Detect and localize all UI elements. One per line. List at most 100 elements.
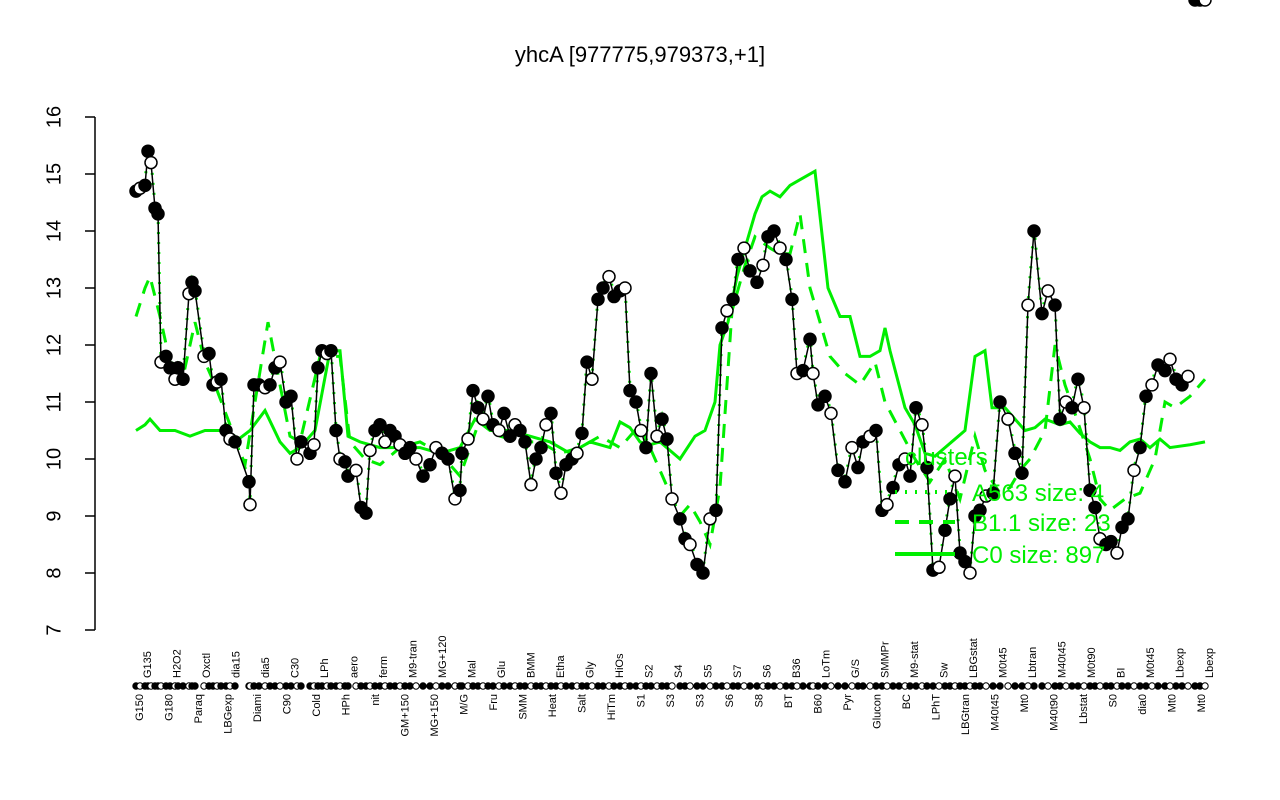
cluster-b1-line [134, 213, 1207, 550]
data-point [202, 346, 216, 361]
x-label-bottom: M/G [459, 694, 471, 715]
data-point [773, 241, 787, 255]
x-marker [1130, 682, 1138, 690]
data-point [1110, 546, 1124, 560]
x-marker [912, 682, 920, 690]
x-marker [588, 682, 596, 690]
x-marker [770, 682, 778, 690]
data-point [903, 469, 917, 483]
x-marker [799, 682, 807, 690]
x-label-top: LoTm [821, 650, 833, 678]
x-marker [976, 682, 984, 690]
x-marker [419, 682, 427, 690]
x-label-bottom: G150 [134, 694, 146, 721]
data-point [554, 486, 568, 500]
data-point [639, 440, 653, 455]
x-marker [1018, 682, 1026, 690]
data-point [720, 304, 734, 318]
x-marker [1148, 682, 1156, 690]
x-marker [883, 682, 891, 690]
data-point [845, 440, 859, 455]
data-point [497, 406, 511, 421]
x-marker [1201, 682, 1209, 690]
data-point [963, 566, 977, 580]
x-label-bottom: S6 [724, 694, 736, 707]
y-axis: 7 8 9 10 11 12 13 14 15 16 [43, 106, 96, 636]
data-point [1088, 500, 1102, 515]
legend-entry-b: B1.1 size: 23 [972, 510, 1111, 537]
x-label-bottom: BC [901, 694, 913, 709]
x-marker [929, 682, 937, 690]
x-marker [1166, 682, 1174, 690]
y-tick-label: 11 [43, 392, 65, 413]
data-point [629, 395, 643, 409]
x-marker [793, 682, 801, 690]
data-point [660, 432, 674, 446]
data-point [455, 446, 469, 461]
x-label-top: Gly [585, 661, 597, 678]
x-marker [827, 682, 835, 690]
x-label-bottom: B60 [813, 694, 825, 714]
data-point [898, 452, 912, 466]
x-marker [599, 682, 607, 690]
y-tick-label: 16 [43, 106, 65, 128]
data-point [1083, 483, 1097, 498]
x-marker [1068, 682, 1076, 690]
x-marker [776, 682, 784, 690]
x-label-bottom: C90 [282, 694, 294, 714]
x-label-bottom: LBGtran [960, 694, 972, 735]
data-point [618, 281, 632, 295]
x-label-top: Lbtran [1027, 647, 1039, 678]
x-marker [521, 682, 529, 690]
data-point [544, 406, 558, 421]
x-label-bottom: S3 [695, 694, 707, 707]
data-point [570, 446, 584, 461]
x-label-top: Oxctl [201, 653, 213, 678]
x-label-bottom: Fru [488, 694, 500, 711]
data-point [909, 400, 923, 415]
data-point [453, 483, 467, 498]
x-label-top: S5 [703, 665, 715, 678]
data-point [709, 503, 723, 518]
x-label-top: LPh [319, 658, 331, 678]
x-label-top: M40t45 [1057, 641, 1069, 678]
x-marker [693, 682, 701, 690]
data-point [750, 275, 764, 290]
data-point [811, 398, 825, 412]
data-point [481, 389, 495, 404]
data-point [993, 395, 1007, 409]
data-point [307, 438, 321, 452]
x-marker [712, 682, 720, 690]
x-label-bottom: S8 [754, 694, 766, 707]
data-point [476, 412, 490, 426]
data-point [806, 366, 820, 381]
x-label-top: M0t90 [1086, 647, 1098, 678]
x-label-bottom: LBGexp [223, 694, 235, 734]
x-label-bottom: Lbstat [1078, 694, 1090, 724]
x-label-top: Glu [496, 661, 508, 678]
x-label-top: dia15 [231, 651, 243, 678]
data-point [1035, 306, 1049, 321]
x-label-bottom: Paraq [193, 694, 205, 723]
data-point [329, 423, 343, 438]
data-point [534, 440, 548, 455]
x-marker [1004, 682, 1012, 690]
x-label-top: Sw [939, 663, 951, 678]
x-marker [841, 682, 849, 690]
data-point [423, 457, 437, 472]
data-point [948, 469, 962, 483]
data-point [673, 512, 687, 526]
x-marker [610, 682, 618, 690]
data-point [838, 475, 852, 489]
data-point [188, 284, 202, 298]
x-label-bottom: Salt [577, 694, 589, 713]
x-label-top: Lbexp [1175, 648, 1187, 678]
data-point [696, 566, 710, 580]
y-tick-label: 15 [43, 163, 65, 185]
x-label-bottom: S0 [1108, 694, 1120, 707]
data-point [756, 258, 770, 272]
x-label-top: M9-tran [408, 640, 420, 678]
x-label-top: Mal [467, 660, 479, 678]
data-point [1158, 363, 1172, 378]
data-point [580, 355, 594, 369]
